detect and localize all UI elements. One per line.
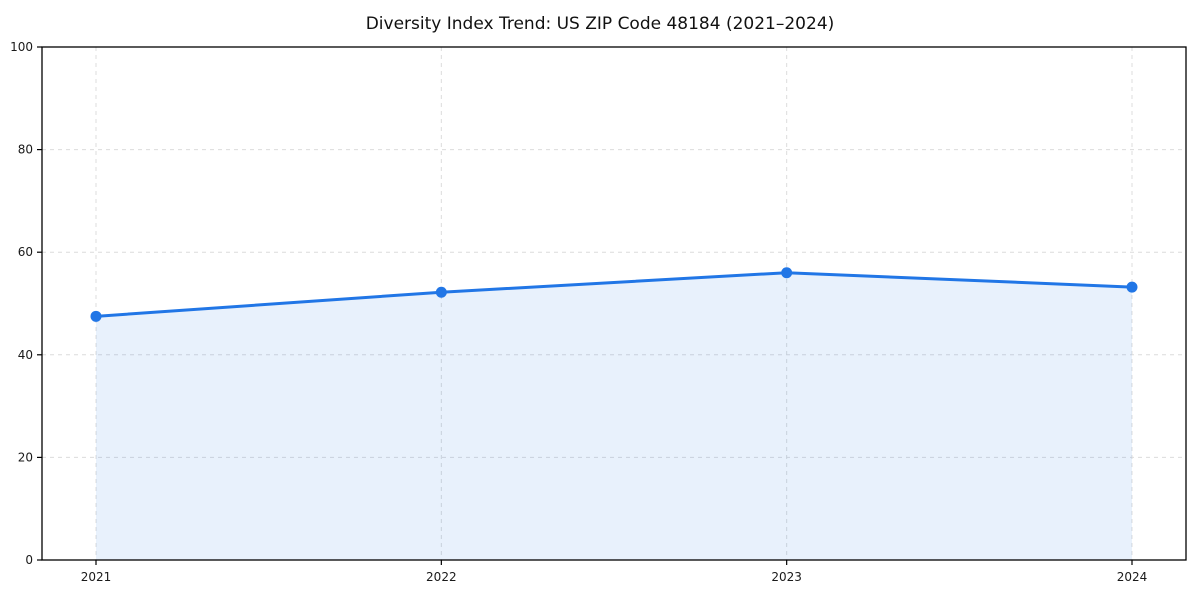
chart-title: Diversity Index Trend: US ZIP Code 48184… [365, 14, 835, 34]
trend-line [94, 271, 1134, 318]
area-fill [96, 272, 1132, 560]
gridlines [42, 46, 1186, 561]
data-point [781, 267, 793, 279]
data-point [1126, 281, 1138, 293]
y-tick-label: 0 [25, 553, 33, 567]
data-point [90, 310, 102, 322]
x-tick-label: 2022 [426, 570, 457, 584]
y-tick-label: 60 [18, 245, 33, 259]
x-tick-label: 2024 [1117, 570, 1148, 584]
data-points [90, 267, 1138, 322]
y-tick-label: 40 [18, 348, 33, 362]
data-point [435, 286, 447, 298]
x-tick-label: 2023 [771, 570, 802, 584]
y-tick-label: 80 [18, 143, 33, 157]
y-tick-label: 100 [10, 40, 33, 54]
y-tick-label: 20 [18, 450, 33, 464]
tick-marks [37, 46, 1133, 565]
x-tick-label: 2021 [81, 570, 112, 584]
tick-labels: 2021 2022 2023 2024 0 20 40 60 80 100 [10, 40, 1147, 584]
plot-border [41, 46, 1187, 561]
